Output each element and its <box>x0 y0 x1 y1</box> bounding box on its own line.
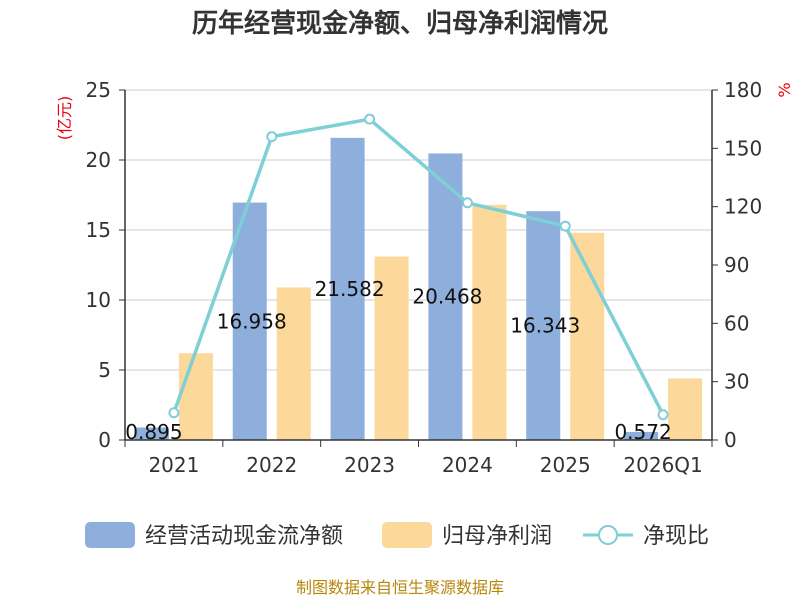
x-axis-tick: 2022 <box>246 453 297 477</box>
x-axis-tick: 2024 <box>442 453 493 477</box>
legend-marker-ratio <box>598 525 618 545</box>
ratio-line <box>168 113 669 421</box>
data-label: 16.958 <box>217 309 287 333</box>
chart-title: 历年经营现金净额、归母净利润情况 <box>192 8 608 39</box>
right-axis-tick: 150 <box>724 136 762 160</box>
left-axis-tick: 20 <box>86 148 111 172</box>
x-axis-tick: 2021 <box>148 453 199 477</box>
left-axis-tick: 0 <box>98 428 111 452</box>
x-axis-tick: 2026Q1 <box>623 453 702 477</box>
bar-net-profit <box>472 204 507 440</box>
data-label: 0.572 <box>614 420 671 444</box>
gridlines <box>125 89 712 441</box>
right-axis-tick: 120 <box>724 195 762 219</box>
ratio-point <box>266 131 278 143</box>
bar-net-profit <box>276 287 311 440</box>
legend-label-netprofit: 归母净利润 <box>442 524 552 549</box>
legend-label-cashflow: 经营活动现金流净额 <box>145 524 343 549</box>
ratio-point <box>168 407 180 419</box>
left-axis-tick: 25 <box>86 78 111 102</box>
legend: 经营活动现金流净额 归母净利润 净现比 <box>85 522 709 549</box>
legend-label-ratio: 净现比 <box>643 524 709 549</box>
legend-swatch-cashflow <box>85 522 135 548</box>
data-label: 16.343 <box>510 314 580 338</box>
bar-operating-cashflow <box>330 137 365 441</box>
right-axis-tick: 180 <box>724 78 762 102</box>
bar-net-profit <box>668 378 703 440</box>
right-axis-tick: 60 <box>724 311 749 335</box>
ratio-point <box>657 409 669 421</box>
right-axis-tick: 30 <box>724 370 749 394</box>
data-label: 21.582 <box>315 277 385 301</box>
right-axis-tick: 90 <box>724 253 749 277</box>
data-labels: 0.895 16.958 21.582 20.468 16.343 0.572 <box>125 277 671 444</box>
bar-operating-cashflow <box>232 202 267 440</box>
bar-operating-cashflow <box>134 427 169 440</box>
left-axis-tick: 10 <box>86 288 111 312</box>
left-axis-tick: 5 <box>98 358 111 382</box>
data-label: 20.468 <box>412 285 482 309</box>
right-axis-unit: % <box>775 82 794 97</box>
left-axis-unit: (亿元) <box>55 96 74 141</box>
ratio-point <box>461 197 473 209</box>
bar-operating-cashflow <box>428 153 463 440</box>
x-axis-tick: 2023 <box>344 453 395 477</box>
bar-net-profit <box>374 256 409 440</box>
ratio-line-path <box>172 117 665 416</box>
right-axis-tick: 0 <box>724 428 737 452</box>
data-label: 0.895 <box>125 420 182 444</box>
bar-net-profit <box>178 353 213 440</box>
left-axis-tick: 15 <box>86 218 111 242</box>
bar-operating-cashflow <box>526 211 561 440</box>
bars <box>134 137 703 441</box>
ratio-point <box>364 113 376 125</box>
source-note: 制图数据来自恒生聚源数据库 <box>296 578 504 597</box>
legend-swatch-netprofit <box>382 522 432 548</box>
x-axis-tick: 2025 <box>540 453 591 477</box>
bar-operating-cashflow <box>624 431 659 440</box>
ratio-point <box>559 220 571 232</box>
